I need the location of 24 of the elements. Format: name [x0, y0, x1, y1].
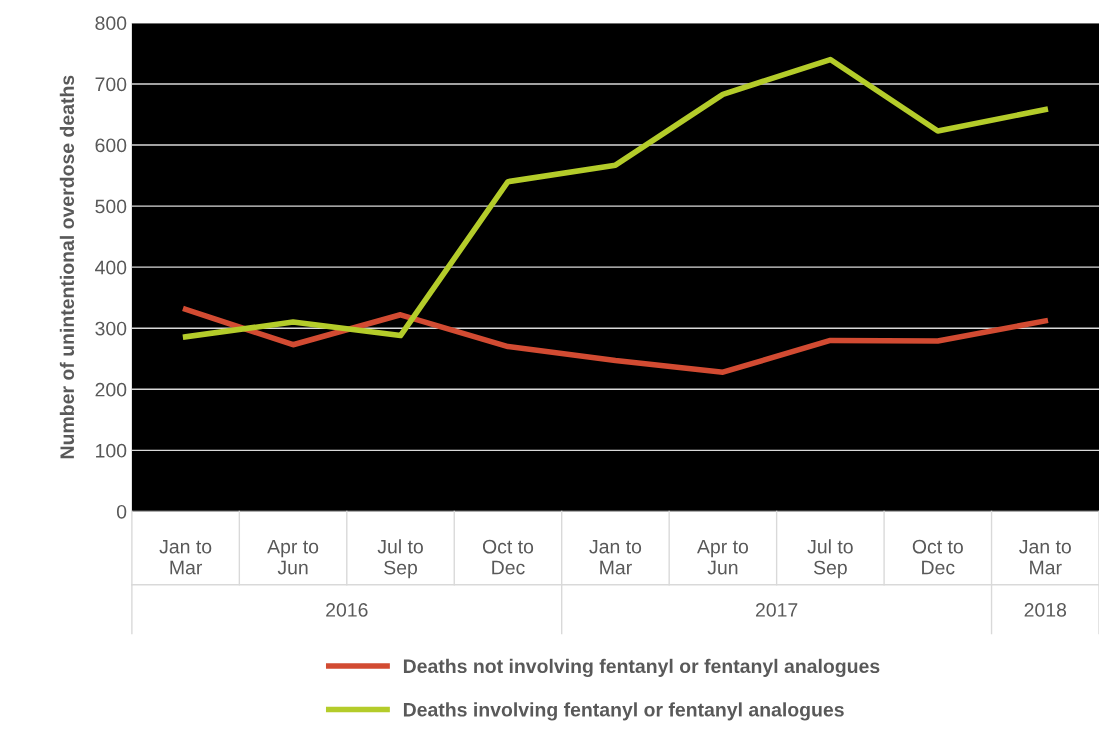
- text: 2017: [755, 603, 798, 617]
- text: 2018: [1024, 603, 1067, 617]
- y-tick-label: 300: [95, 321, 127, 336]
- legend-label: Deaths involving fentanyl or fentanyl analogues: [403, 702, 844, 721]
- y-tick-label: 800: [95, 16, 127, 31]
- y-tick-label: 0: [116, 504, 127, 519]
- legend-label: Deaths not involving fentanyl or fentanyl analogues: [403, 658, 880, 678]
- x-tick-label: Jan to Mar: [159, 539, 212, 575]
- y-tick-label: 600: [95, 138, 127, 153]
- x-tick-label: Jan to Mar: [1019, 539, 1071, 575]
- y-tick-label: 100: [96, 443, 127, 458]
- x-tick-label: Oct to Dec: [482, 539, 534, 575]
- y-tick-label: 500: [95, 199, 127, 214]
- y-tick-label: 400: [95, 260, 127, 275]
- x-tick-label: Apr to Jun: [697, 539, 749, 575]
- x-tick-label: Apr to Jun: [267, 539, 319, 575]
- y-axis-title: Number of unintentional overdose deaths: [59, 75, 75, 459]
- text: 2016: [326, 603, 368, 617]
- y-tick-label: 700: [95, 77, 127, 92]
- x-tick-label: Jan to Mar: [589, 539, 642, 575]
- y-tick-label: 200: [95, 382, 127, 397]
- x-tick-label: Jul to Sep: [807, 539, 853, 579]
- x-tick-label: Jul to Sep: [377, 539, 423, 579]
- x-tick-label: Oct to Dec: [912, 539, 963, 575]
